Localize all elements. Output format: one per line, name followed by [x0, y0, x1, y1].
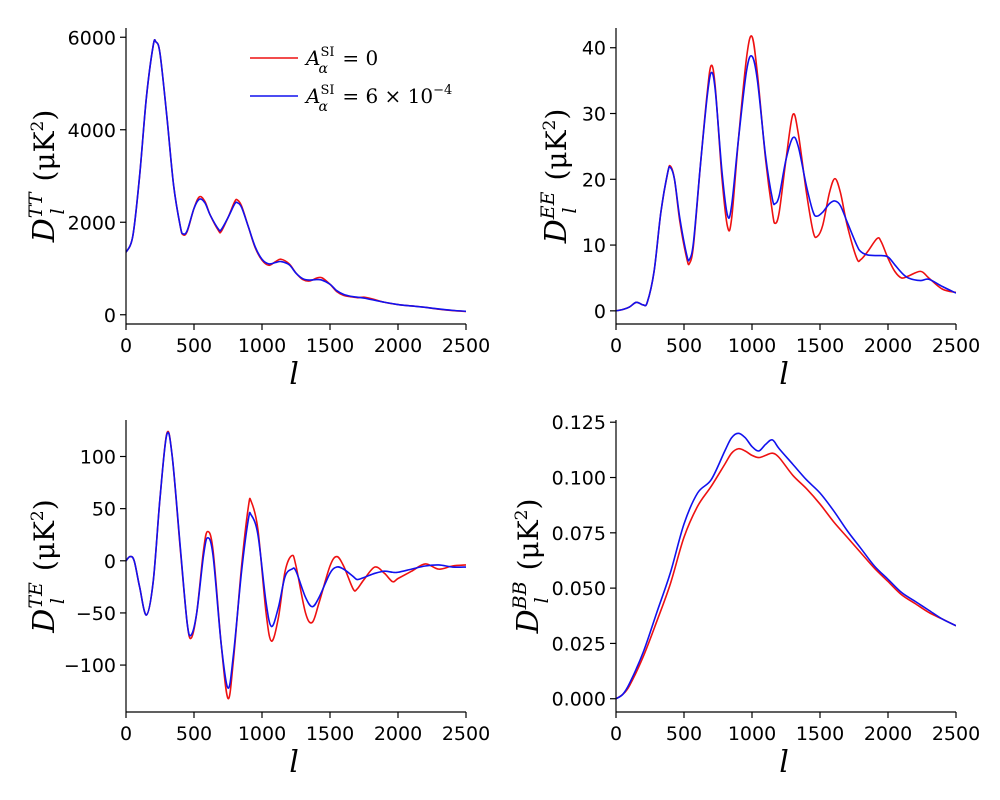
y-tick-label: 20	[582, 169, 606, 191]
y-tick-label: 10	[582, 235, 606, 257]
x-tick-label: 2000	[864, 335, 912, 357]
x-tick-label: 2000	[374, 723, 422, 745]
series-line-bb-b	[616, 432, 956, 700]
legend: ASI α = 0 ASI α = 6 × 10−4	[250, 45, 452, 115]
x-tick-label: 500	[666, 723, 702, 745]
x-axis-label: l	[289, 357, 299, 392]
series-line-tt-b	[126, 38, 466, 313]
y-label-unit: (μK	[28, 520, 61, 580]
y-label-unit: (μK	[512, 519, 545, 579]
x-axis-label: l	[779, 745, 789, 780]
series-line-bb-a	[616, 447, 956, 700]
y-label-unit-exponent: 2	[28, 121, 48, 132]
y-label-subscript: l	[559, 207, 581, 213]
series-line-te-b	[126, 431, 466, 689]
x-tick-label: 1000	[238, 723, 286, 745]
x-tick-label: 500	[176, 335, 212, 357]
y-tick-label: 0.100	[552, 468, 606, 490]
x-tick-label: 0	[610, 335, 622, 357]
x-tick-label: 2500	[442, 335, 490, 357]
y-label-symbol: D	[27, 609, 62, 634]
y-label-superscript: BB	[509, 581, 531, 610]
y-tick-label: 0	[594, 301, 606, 323]
y-tick-label: 0.000	[552, 689, 606, 711]
y-label-superscript: TE	[25, 582, 47, 609]
x-tick-label: 2500	[932, 723, 980, 745]
x-axis-label: l	[779, 357, 789, 392]
y-label-subscript: l	[531, 597, 553, 603]
y-tick-label: 0.050	[552, 578, 606, 600]
x-tick-label: 2000	[864, 723, 912, 745]
y-axis-label: DBBl (μK2)	[509, 499, 553, 635]
x-tick-label: 1500	[796, 335, 844, 357]
y-tick-label: 50	[92, 499, 116, 521]
y-axis-label: DEEl (μK2)	[537, 109, 581, 245]
x-tick-label: 1000	[728, 335, 776, 357]
series-line-ee-b	[616, 55, 956, 312]
x-tick-label: 0	[120, 335, 132, 357]
y-label-unit-close: )	[28, 110, 61, 121]
y-tick-label: 0.025	[552, 633, 606, 655]
y-label-superscript: EE	[537, 191, 559, 220]
y-axis-label: DTEl (μK2)	[25, 499, 69, 633]
series-line-tt-a	[126, 38, 466, 313]
x-tick-label: 500	[666, 335, 702, 357]
y-tick-label: 2000	[68, 212, 116, 234]
x-tick-label: 1000	[728, 723, 776, 745]
y-label-unit-close: )	[540, 109, 573, 120]
y-tick-label: 40	[582, 38, 606, 60]
y-tick-label: −100	[64, 655, 116, 677]
y-tick-label: 30	[582, 104, 606, 126]
x-tick-label: 1500	[796, 723, 844, 745]
y-label-unit-exponent: 2	[512, 510, 532, 521]
y-label-symbol: D	[27, 218, 62, 243]
y-label-unit-close: )	[28, 499, 61, 510]
x-tick-label: 500	[176, 723, 212, 745]
y-label-unit-close: )	[512, 499, 545, 510]
x-tick-label: 1500	[306, 335, 354, 357]
y-label-symbol: D	[539, 219, 574, 244]
x-tick-label: 0	[120, 723, 132, 745]
y-label-unit: (μK	[28, 130, 61, 190]
y-label-superscript: TT	[25, 191, 47, 218]
x-axis-label: l	[289, 745, 299, 780]
y-axis-label: DTTl (μK2)	[25, 110, 69, 244]
x-tick-label: 0	[610, 723, 622, 745]
legend-label-b: ASI α = 6 × 10−4	[304, 83, 452, 115]
y-label-unit-exponent: 2	[540, 120, 560, 131]
x-tick-label: 2500	[442, 723, 490, 745]
x-tick-label: 1500	[306, 723, 354, 745]
y-label-symbol: D	[511, 609, 546, 634]
legend-label-a: ASI α = 0	[304, 45, 378, 77]
y-tick-label: 0	[104, 551, 116, 573]
y-label-subscript: l	[47, 598, 69, 604]
x-tick-label: 2500	[932, 335, 980, 357]
x-tick-label: 1000	[238, 335, 286, 357]
y-tick-label: 0.075	[552, 523, 606, 545]
y-tick-label: 0	[104, 305, 116, 327]
y-tick-label: 100	[80, 447, 116, 469]
y-label-subscript: l	[47, 208, 69, 214]
y-tick-label: −50	[76, 603, 116, 625]
y-tick-label: 4000	[68, 120, 116, 142]
y-label-unit-exponent: 2	[28, 510, 48, 521]
y-label-unit: (μK	[540, 129, 573, 189]
series-line-te-a	[126, 430, 466, 700]
y-tick-label: 0.125	[552, 412, 606, 434]
panel-bb: 0 500 1000 1500 2000 2500 0.000 0.025 0.050 0.075…	[509, 412, 980, 780]
x-tick-label: 2000	[374, 335, 422, 357]
y-tick-label: 6000	[68, 27, 116, 49]
